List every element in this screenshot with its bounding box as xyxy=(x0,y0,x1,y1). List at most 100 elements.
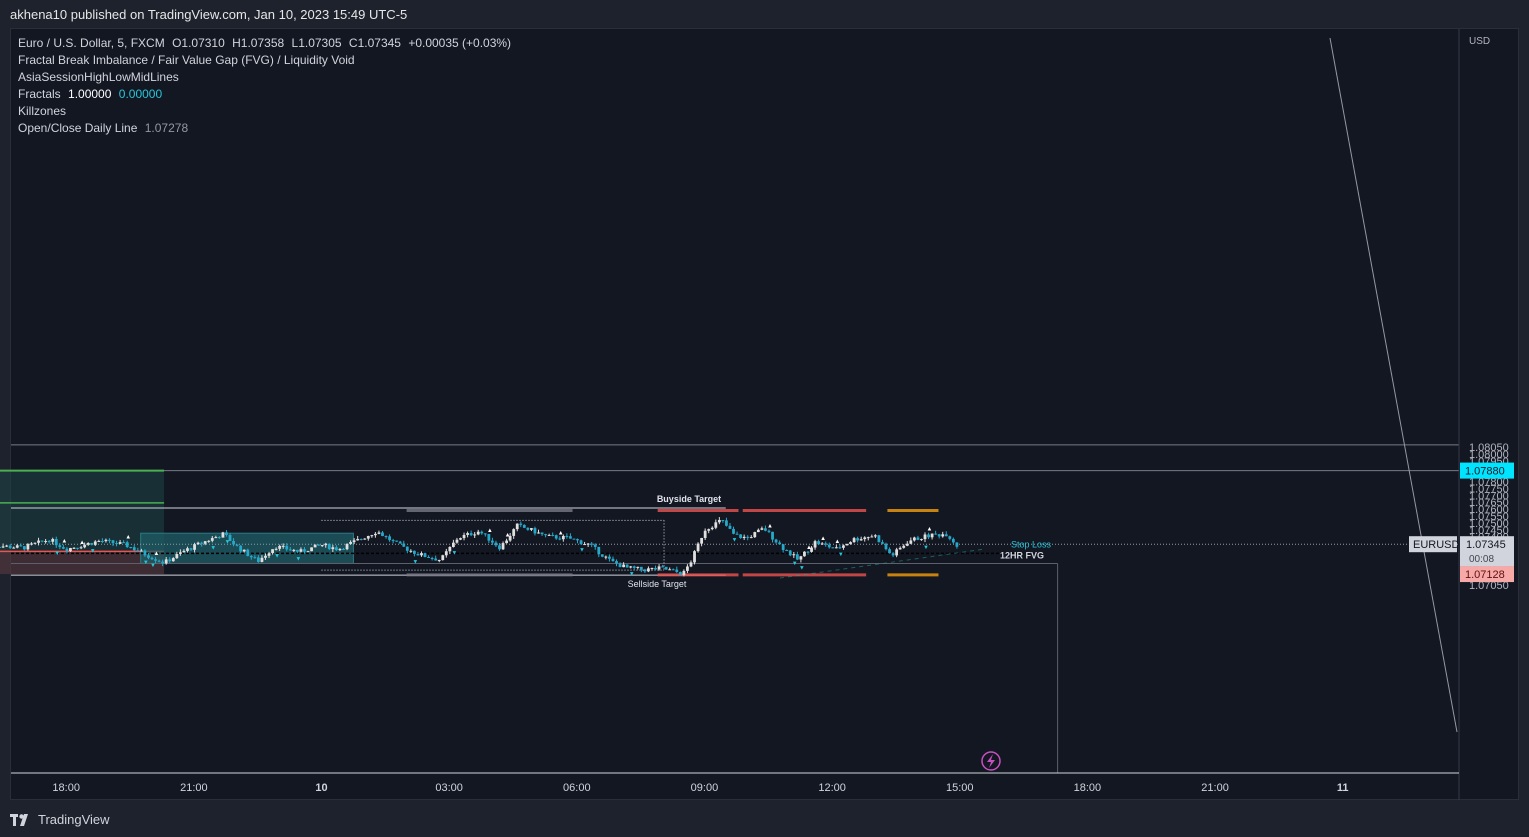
candle-body[interactable] xyxy=(476,531,480,535)
loss-zone[interactable] xyxy=(0,551,165,575)
candle-body[interactable] xyxy=(203,541,207,544)
candle-body[interactable] xyxy=(827,544,831,548)
candle-body[interactable] xyxy=(271,549,274,554)
candle-body[interactable] xyxy=(228,534,232,541)
candle-body[interactable] xyxy=(210,538,214,541)
candle-body[interactable] xyxy=(100,540,104,542)
candle-body[interactable] xyxy=(132,547,136,551)
candle-body[interactable] xyxy=(703,530,707,539)
candle-body[interactable] xyxy=(608,556,611,559)
candle-body[interactable] xyxy=(544,534,547,536)
candle-body[interactable] xyxy=(437,560,441,562)
candle-body[interactable] xyxy=(161,561,165,564)
candle-body[interactable] xyxy=(930,533,934,538)
candle-body[interactable] xyxy=(927,534,930,538)
candle-body[interactable] xyxy=(756,529,760,533)
candle-body[interactable] xyxy=(232,540,235,545)
candle-body[interactable] xyxy=(260,557,264,562)
candle-body[interactable] xyxy=(905,543,909,546)
candle-body[interactable] xyxy=(384,536,388,538)
candle-body[interactable] xyxy=(327,543,331,550)
candle-body[interactable] xyxy=(175,553,179,559)
candle-body[interactable] xyxy=(373,533,377,536)
candle-body[interactable] xyxy=(512,529,516,536)
candle-body[interactable] xyxy=(654,567,657,570)
candle-body[interactable] xyxy=(171,558,175,562)
candle-body[interactable] xyxy=(508,535,512,541)
candle-body[interactable] xyxy=(951,538,955,543)
candle-body[interactable] xyxy=(15,545,19,548)
candle-body[interactable] xyxy=(334,547,338,551)
candle-body[interactable] xyxy=(317,544,321,546)
candle-body[interactable] xyxy=(863,537,867,540)
candle-body[interactable] xyxy=(533,528,537,534)
candle-body[interactable] xyxy=(83,544,87,548)
candle-body[interactable] xyxy=(753,532,757,538)
candle-body[interactable] xyxy=(267,553,271,556)
candle-body[interactable] xyxy=(65,548,69,552)
candle-body[interactable] xyxy=(920,539,923,541)
candle-body[interactable] xyxy=(831,547,835,549)
candle-body[interactable] xyxy=(554,535,558,539)
candle-body[interactable] xyxy=(834,547,838,549)
candle-body[interactable] xyxy=(792,554,796,556)
candle-body[interactable] xyxy=(742,536,746,538)
candle-body[interactable] xyxy=(345,543,349,550)
candle-body[interactable] xyxy=(817,541,821,545)
candle-body[interactable] xyxy=(806,551,810,553)
candle-body[interactable] xyxy=(320,545,324,547)
candle-body[interactable] xyxy=(941,534,945,537)
candle-body[interactable] xyxy=(409,550,413,552)
candle-body[interactable] xyxy=(157,560,161,562)
candle-body[interactable] xyxy=(686,566,689,571)
candle-body[interactable] xyxy=(186,548,189,551)
candle-body[interactable] xyxy=(239,545,243,552)
candle-body[interactable] xyxy=(537,532,540,534)
candle-body[interactable] xyxy=(902,545,906,548)
candle-body[interactable] xyxy=(764,528,767,531)
candle-body[interactable] xyxy=(104,539,108,542)
indicator-asia-session[interactable]: AsiaSessionHighLowMidLines xyxy=(18,70,179,84)
candle-body[interactable] xyxy=(93,541,97,545)
candle-body[interactable] xyxy=(717,520,721,523)
candle-body[interactable] xyxy=(33,542,37,544)
candle-body[interactable] xyxy=(420,553,423,556)
candle-body[interactable] xyxy=(47,541,51,543)
candle-body[interactable] xyxy=(629,566,633,568)
candle-body[interactable] xyxy=(671,569,675,571)
candle-body[interactable] xyxy=(689,562,693,567)
candle-body[interactable] xyxy=(430,558,434,560)
candle-body[interactable] xyxy=(487,534,491,541)
candle-body[interactable] xyxy=(381,532,384,537)
candle-body[interactable] xyxy=(600,554,604,557)
candle-body[interactable] xyxy=(611,558,615,562)
candle-body[interactable] xyxy=(90,543,94,545)
candle-body[interactable] xyxy=(398,541,402,544)
candle-body[interactable] xyxy=(61,547,65,549)
candle-body[interactable] xyxy=(636,566,640,568)
candle-body[interactable] xyxy=(370,535,374,537)
candle-body[interactable] xyxy=(778,542,782,545)
candle-body[interactable] xyxy=(147,555,150,558)
candle-body[interactable] xyxy=(838,547,842,549)
candle-body[interactable] xyxy=(586,543,590,545)
candle-body[interactable] xyxy=(310,547,313,552)
candle-body[interactable] xyxy=(721,520,725,522)
candle-body[interactable] xyxy=(813,541,817,548)
candle-body[interactable] xyxy=(324,543,328,546)
candle-body[interactable] xyxy=(870,536,874,538)
candle-body[interactable] xyxy=(934,533,938,535)
candle-body[interactable] xyxy=(0,546,1,548)
candle-body[interactable] xyxy=(767,530,771,532)
candle-body[interactable] xyxy=(551,534,555,536)
candle-body[interactable] xyxy=(79,547,83,549)
candle-body[interactable] xyxy=(405,546,409,551)
candle-body[interactable] xyxy=(639,566,643,570)
candle-body[interactable] xyxy=(214,537,218,539)
candle-body[interactable] xyxy=(30,543,33,545)
candle-body[interactable] xyxy=(118,542,122,544)
candle-body[interactable] xyxy=(944,534,948,537)
candle-body[interactable] xyxy=(363,538,367,540)
candle-body[interactable] xyxy=(849,542,852,544)
candle-body[interactable] xyxy=(781,544,785,550)
